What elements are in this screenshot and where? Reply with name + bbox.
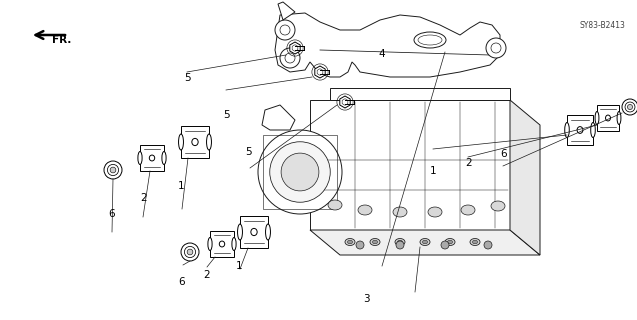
- Text: 3: 3: [363, 294, 369, 304]
- Circle shape: [280, 48, 300, 68]
- Text: 6: 6: [500, 148, 506, 159]
- Circle shape: [269, 142, 330, 202]
- Text: 5: 5: [223, 110, 229, 120]
- Ellipse shape: [208, 237, 212, 251]
- Ellipse shape: [414, 32, 446, 48]
- Bar: [567, 115, 593, 145]
- Text: FR.: FR.: [52, 35, 71, 45]
- Text: SY83-B2413: SY83-B2413: [579, 20, 625, 29]
- Ellipse shape: [266, 224, 271, 240]
- Polygon shape: [262, 105, 295, 130]
- Circle shape: [108, 164, 118, 176]
- Circle shape: [275, 20, 295, 40]
- Polygon shape: [340, 96, 350, 108]
- Polygon shape: [275, 13, 500, 77]
- Ellipse shape: [595, 111, 599, 124]
- Ellipse shape: [238, 224, 243, 240]
- Ellipse shape: [445, 238, 455, 245]
- Polygon shape: [315, 66, 326, 78]
- Ellipse shape: [461, 205, 475, 215]
- Text: 4: 4: [379, 49, 385, 60]
- Circle shape: [104, 161, 122, 179]
- Ellipse shape: [395, 238, 405, 245]
- Ellipse shape: [138, 151, 142, 164]
- Bar: [210, 231, 234, 257]
- Text: 2: 2: [204, 270, 210, 280]
- Ellipse shape: [617, 111, 621, 124]
- Bar: [597, 105, 619, 131]
- Ellipse shape: [370, 238, 380, 245]
- Ellipse shape: [232, 237, 236, 251]
- Ellipse shape: [428, 207, 442, 217]
- Ellipse shape: [565, 123, 569, 138]
- Circle shape: [627, 104, 633, 109]
- Ellipse shape: [348, 240, 352, 244]
- Ellipse shape: [162, 151, 166, 164]
- Polygon shape: [290, 42, 300, 54]
- Text: 2: 2: [465, 158, 471, 168]
- Circle shape: [281, 153, 319, 191]
- Circle shape: [258, 130, 342, 214]
- Bar: [240, 216, 268, 248]
- Circle shape: [484, 241, 492, 249]
- Ellipse shape: [420, 238, 430, 245]
- Circle shape: [625, 102, 635, 112]
- Ellipse shape: [206, 134, 211, 150]
- Bar: [330, 88, 510, 100]
- Polygon shape: [310, 100, 510, 230]
- Text: 6: 6: [108, 209, 115, 220]
- Ellipse shape: [178, 134, 183, 150]
- Bar: [181, 126, 209, 158]
- Circle shape: [486, 38, 506, 58]
- Ellipse shape: [448, 240, 452, 244]
- Circle shape: [181, 243, 199, 261]
- Ellipse shape: [373, 240, 378, 244]
- Bar: [263, 135, 337, 209]
- Circle shape: [396, 241, 404, 249]
- Ellipse shape: [473, 240, 478, 244]
- Polygon shape: [278, 2, 295, 20]
- Ellipse shape: [328, 200, 342, 210]
- Ellipse shape: [358, 205, 372, 215]
- Bar: [140, 145, 164, 171]
- Circle shape: [356, 241, 364, 249]
- Ellipse shape: [345, 238, 355, 245]
- Ellipse shape: [397, 240, 403, 244]
- Circle shape: [441, 241, 449, 249]
- Text: 5: 5: [245, 147, 252, 157]
- Ellipse shape: [393, 207, 407, 217]
- Ellipse shape: [470, 238, 480, 245]
- Text: 1: 1: [178, 180, 185, 191]
- Ellipse shape: [590, 123, 595, 138]
- Circle shape: [185, 246, 196, 258]
- Text: 1: 1: [430, 166, 436, 176]
- Circle shape: [187, 249, 193, 255]
- Text: 5: 5: [185, 73, 191, 84]
- Ellipse shape: [422, 240, 427, 244]
- Polygon shape: [510, 100, 540, 255]
- Text: 2: 2: [140, 193, 147, 204]
- Ellipse shape: [491, 201, 505, 211]
- Text: 6: 6: [178, 276, 185, 287]
- Text: 1: 1: [236, 260, 242, 271]
- Circle shape: [110, 167, 116, 173]
- Polygon shape: [310, 230, 540, 255]
- Circle shape: [622, 99, 637, 115]
